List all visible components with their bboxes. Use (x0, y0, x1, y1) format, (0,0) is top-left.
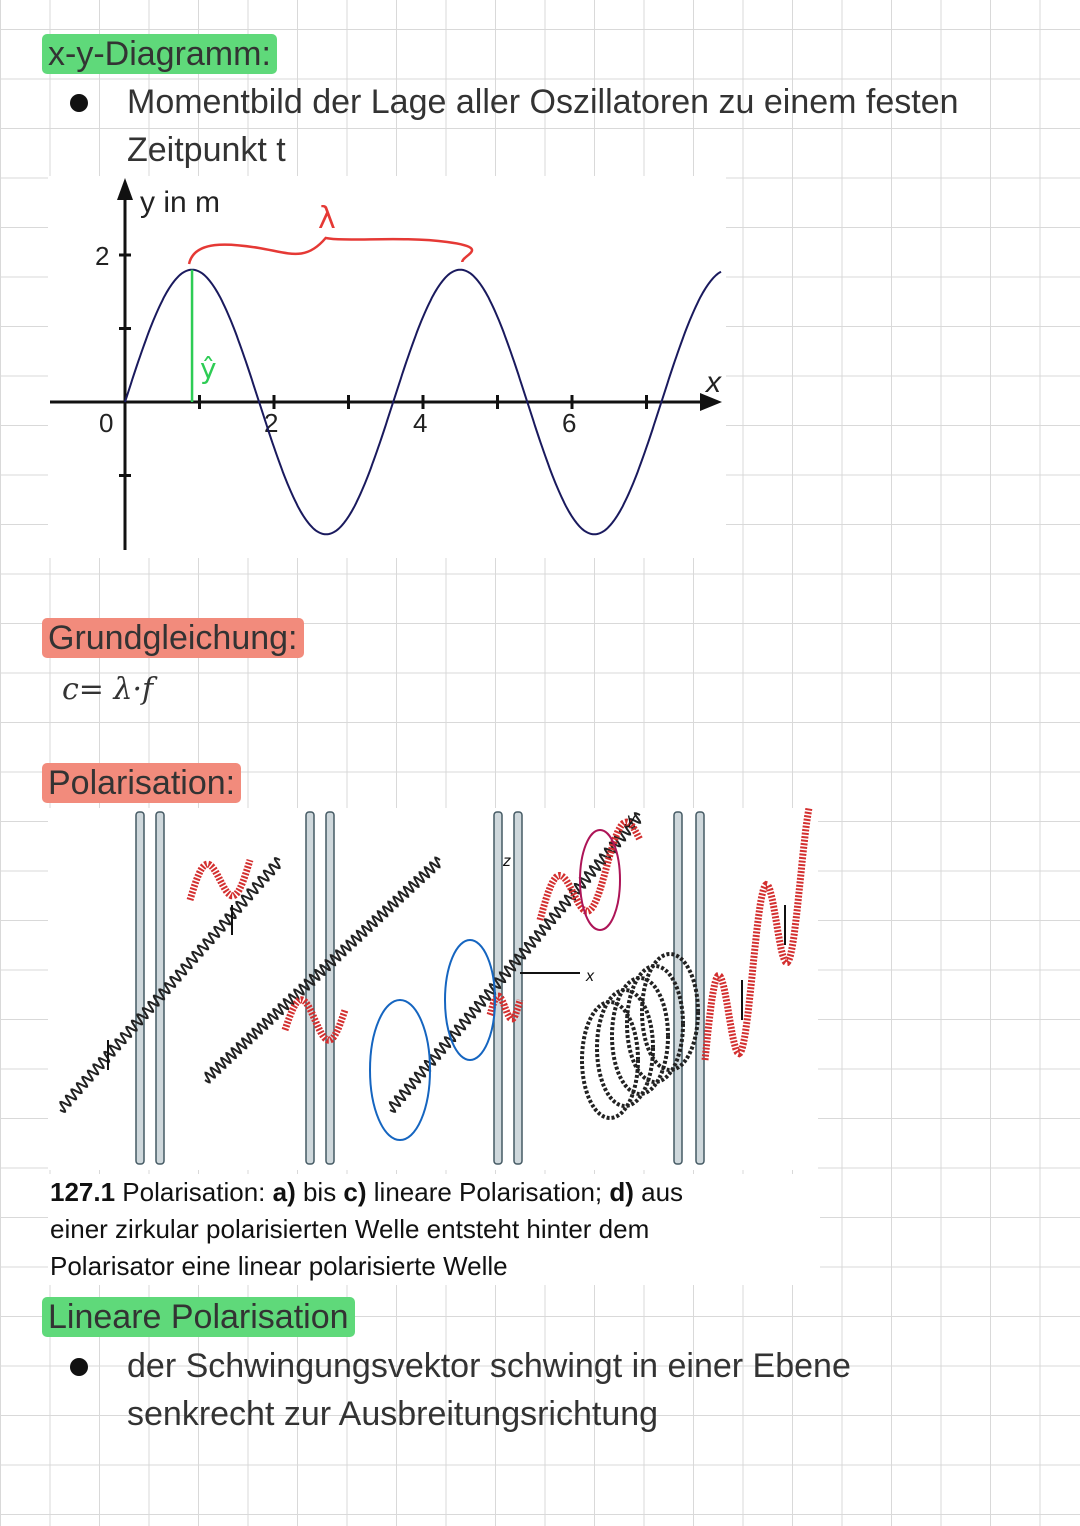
circular-coil (610, 976, 670, 1096)
x-axis-arrow-icon (700, 393, 722, 411)
text-line: der Schwingungsvektor schwingt in einer … (127, 1347, 851, 1385)
amplitude-label: ŷ (200, 352, 217, 385)
figure-number: 127.1 (50, 1177, 116, 1207)
heading-grundgleichung: Grundgleichung: (42, 618, 304, 658)
polarizer-rod (325, 811, 335, 1165)
polarizer-rod (513, 811, 523, 1165)
caption-text: Polarisation: (115, 1177, 273, 1207)
caption-bold: d) (609, 1177, 634, 1207)
caption-bold: c) (343, 1177, 367, 1207)
text-line: senkrecht zur Ausbreitungsrichtung (127, 1395, 659, 1433)
figure-caption: 127.1 Polarisation: a) bis c) lineare Po… (48, 1174, 820, 1285)
caption-line: Polarisator eine linear polarisierte Wel… (50, 1251, 508, 1281)
text-line: Momentbild der Lage aller Oszillatoren z… (127, 83, 959, 121)
wave-b-out (281, 996, 349, 1044)
x-tick-label: 4 (413, 408, 427, 438)
x-axis-label: x (704, 366, 722, 399)
polarisation-figure: z y x (48, 808, 818, 1170)
bullet-icon (70, 1358, 88, 1376)
y-axis-arrow-icon (117, 178, 133, 200)
caption-text: bis (295, 1177, 344, 1207)
circular-coil (595, 988, 655, 1108)
heading-polarisation: Polarisation: (42, 763, 242, 803)
wavelength-brace (187, 236, 474, 265)
caption-text: aus (633, 1177, 684, 1207)
bullet-text: Momentbild der Lage aller Oszillatoren z… (127, 78, 959, 174)
y-axis-label-fig: y (626, 811, 636, 828)
circular-coil (625, 964, 685, 1084)
x-tick-label: 6 (562, 408, 576, 438)
formula: c= λ·f (62, 672, 154, 707)
caption-line: 127.1 Polarisation: a) bis c) lineare Po… (50, 1174, 820, 1211)
wave-c-out (536, 818, 644, 921)
caption-bold: a) (272, 1177, 296, 1207)
polarizer-rod (135, 811, 145, 1165)
y-tick-label: 2 (95, 241, 109, 271)
x-tick-label: 0 (99, 408, 113, 438)
helix-blue (369, 999, 431, 1141)
wave-curve (124, 268, 722, 536)
polarizer-rod (695, 811, 705, 1165)
helix-blue (444, 939, 496, 1061)
caption-line: einer zirkular polarisierten Welle entst… (50, 1214, 650, 1244)
z-axis-label: z (502, 853, 511, 870)
bullet-text: der Schwingungsvektor schwingt in einer … (127, 1342, 851, 1438)
heading-lineare-polarisation: Lineare Polarisation (42, 1297, 355, 1337)
spring-a (59, 857, 281, 1113)
circular-coil (580, 1000, 640, 1120)
circular-coil (640, 952, 700, 1072)
wavelength-label: λ (318, 201, 336, 236)
wave-d-out (701, 808, 813, 1061)
text-line: Zeitpunkt t (127, 131, 286, 169)
wave-chart: 0 2 4 62 y in m x λ ŷ (48, 176, 726, 558)
polarizer-rod (155, 811, 165, 1165)
caption-text: lineare Polarisation; (366, 1177, 610, 1207)
helix-magenta (579, 829, 621, 931)
wave-a-out (186, 858, 254, 902)
wave-c (486, 992, 524, 1023)
heading-xy-diagramm: x-y-Diagramm: (42, 34, 277, 74)
spring-c (388, 812, 642, 1113)
spring-b (204, 856, 441, 1084)
y-axis-label: y in m (140, 186, 220, 219)
x-axis-label-fig: x (585, 968, 595, 985)
bullet-icon (70, 94, 88, 112)
